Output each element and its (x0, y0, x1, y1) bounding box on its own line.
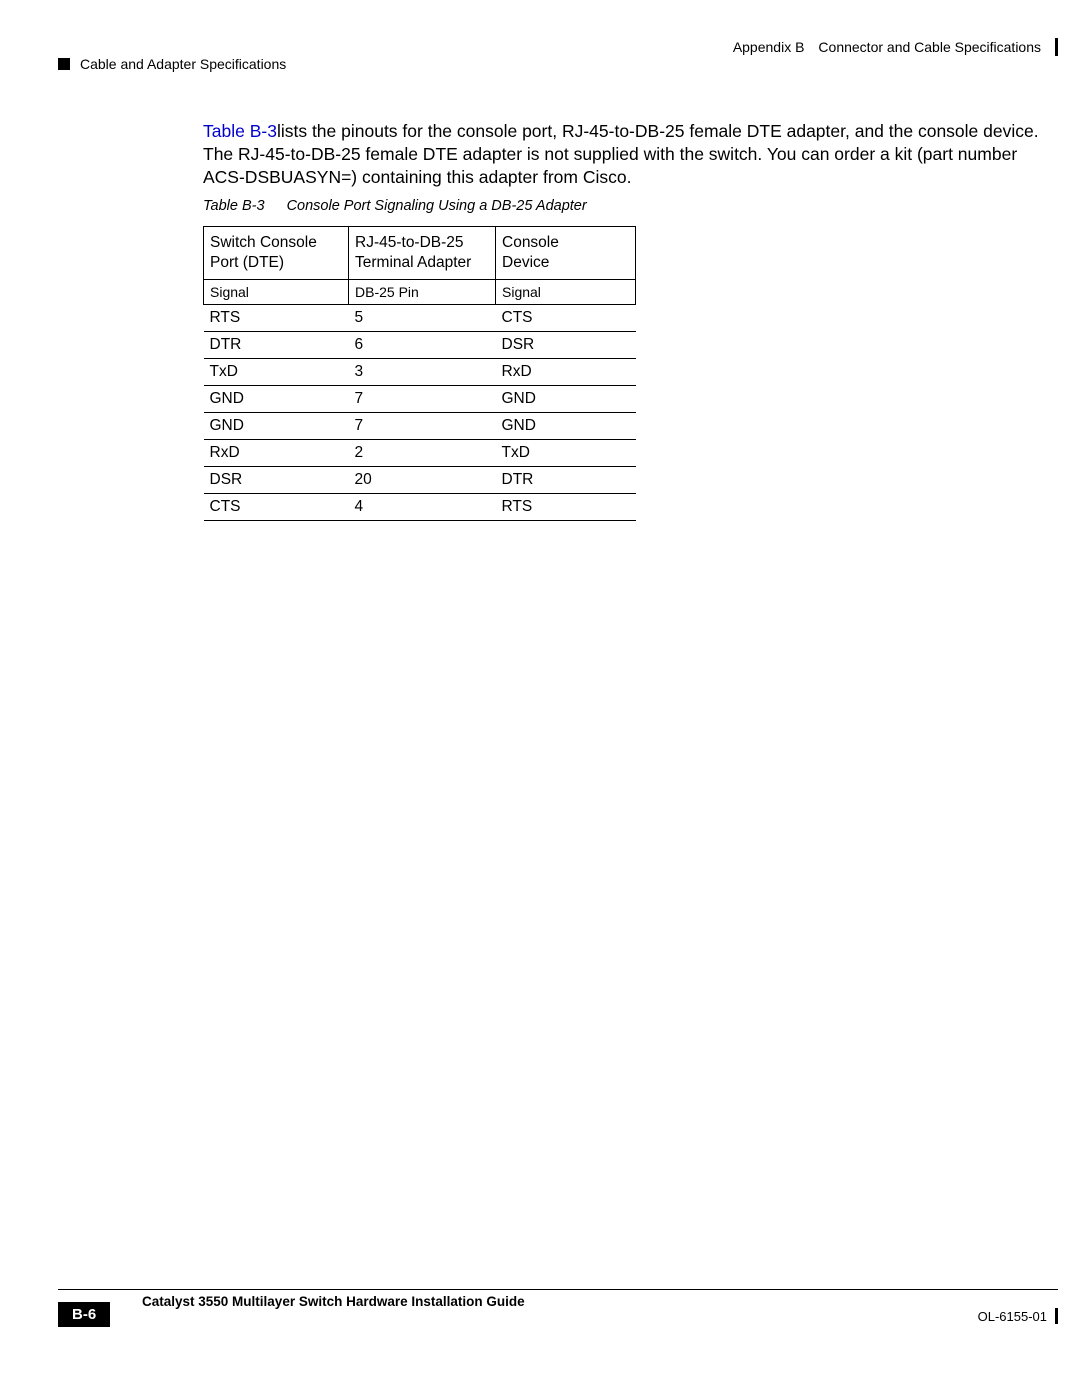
table-row: RTS 5 CTS (204, 304, 636, 331)
col-header-line: Terminal Adapter (355, 254, 471, 271)
cell-pin: 3 (349, 358, 496, 385)
table-caption: Table B-3 Console Port Signaling Using a… (203, 198, 587, 214)
cell-signal-right: DSR (496, 331, 636, 358)
cell-signal-right: RTS (496, 493, 636, 520)
table-row: GND 7 GND (204, 385, 636, 412)
appendix-title: Connector and Cable Specifications (818, 39, 1041, 55)
appendix-label: Appendix B (733, 39, 805, 55)
page-container: Appendix B Connector and Cable Specifica… (0, 0, 1080, 1397)
pinout-table: Switch Console Port (DTE) RJ-45-to-DB-25… (203, 226, 636, 521)
table-ref-link[interactable]: Table B-3 (203, 121, 277, 141)
table-header-row-1: Switch Console Port (DTE) RJ-45-to-DB-25… (204, 227, 636, 280)
cell-signal-left: TxD (204, 358, 349, 385)
cell-signal-left: DSR (204, 466, 349, 493)
cell-signal-left: DTR (204, 331, 349, 358)
cell-pin: 7 (349, 412, 496, 439)
col-header-console-device: Console Device (496, 227, 636, 280)
table-row: GND 7 GND (204, 412, 636, 439)
col-header-line: Switch Console (210, 234, 317, 251)
cell-pin: 6 (349, 331, 496, 358)
col-header-adapter: RJ-45-to-DB-25 Terminal Adapter (349, 227, 496, 280)
subheader-signal-left: Signal (204, 279, 349, 304)
cell-pin: 7 (349, 385, 496, 412)
cell-pin: 4 (349, 493, 496, 520)
table-row: TxD 3 RxD (204, 358, 636, 385)
cell-signal-left: RTS (204, 304, 349, 331)
header-right-bar-icon (1055, 38, 1058, 56)
cell-pin: 20 (349, 466, 496, 493)
footer-guide-title: Catalyst 3550 Multilayer Switch Hardware… (142, 1294, 525, 1309)
cell-signal-right: GND (496, 412, 636, 439)
section-marker-icon (58, 58, 70, 70)
cell-signal-right: CTS (496, 304, 636, 331)
footer-doc-id: OL-6155-01 (978, 1308, 1058, 1324)
section-title: Cable and Adapter Specifications (80, 56, 286, 72)
table-row: RxD 2 TxD (204, 439, 636, 466)
header-right: Appendix B Connector and Cable Specifica… (733, 38, 1058, 56)
table-row: DTR 6 DSR (204, 331, 636, 358)
pinout-table-body: RTS 5 CTS DTR 6 DSR TxD 3 RxD GND 7 GND … (204, 304, 636, 520)
cell-pin: 2 (349, 439, 496, 466)
col-header-line: Port (DTE) (210, 254, 284, 271)
col-header-switch-console: Switch Console Port (DTE) (204, 227, 349, 280)
table-label: Table B-3 (203, 198, 265, 214)
cell-signal-right: DTR (496, 466, 636, 493)
cell-signal-left: GND (204, 385, 349, 412)
cell-signal-left: CTS (204, 493, 349, 520)
cell-pin: 5 (349, 304, 496, 331)
header-left: Cable and Adapter Specifications (58, 56, 286, 72)
subheader-signal-right: Signal (496, 279, 636, 304)
table-title: Console Port Signaling Using a DB-25 Ada… (287, 198, 587, 214)
page-number-box: B-6 (58, 1302, 110, 1327)
col-header-line: Device (502, 254, 549, 271)
cell-signal-right: TxD (496, 439, 636, 466)
subheader-pin: DB-25 Pin (349, 279, 496, 304)
table-header-row-2: Signal DB-25 Pin Signal (204, 279, 636, 304)
table-row: CTS 4 RTS (204, 493, 636, 520)
cell-signal-right: GND (496, 385, 636, 412)
doc-id-text: OL-6155-01 (978, 1309, 1047, 1324)
col-header-line: RJ-45-to-DB-25 (355, 234, 464, 251)
cell-signal-right: RxD (496, 358, 636, 385)
intro-paragraph-text: lists the pinouts for the console port, … (203, 121, 1039, 187)
table-row: DSR 20 DTR (204, 466, 636, 493)
cell-signal-left: GND (204, 412, 349, 439)
intro-paragraph: Table B-3lists the pinouts for the conso… (203, 120, 1051, 189)
col-header-line: Console (502, 234, 559, 251)
cell-signal-left: RxD (204, 439, 349, 466)
footer-rule (58, 1289, 1058, 1290)
footer-bar-icon (1055, 1308, 1058, 1324)
